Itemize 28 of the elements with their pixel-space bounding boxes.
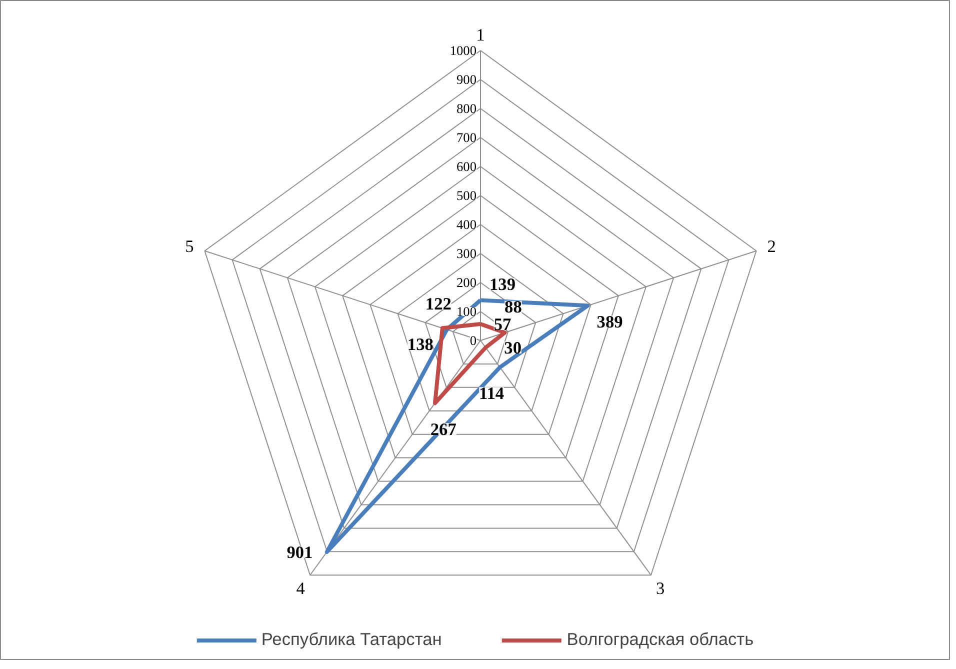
y-tick-label: 400	[456, 217, 477, 232]
spoke-label: 3	[656, 579, 665, 598]
y-tick-label: 0	[470, 333, 477, 348]
data-label: 30	[504, 338, 522, 358]
legend-label: Волгоградская область	[566, 629, 754, 650]
y-tick-label: 200	[456, 275, 477, 290]
y-tick-label: 1000	[450, 43, 477, 58]
spoke-label: 2	[767, 236, 776, 256]
data-label: 139	[490, 275, 516, 294]
legend-label: Республика Татарстан	[261, 629, 442, 650]
y-tick-label: 900	[456, 72, 477, 87]
y-tick-label: 700	[456, 130, 477, 145]
y-tick-label: 300	[456, 246, 477, 261]
spoke-label: 4	[296, 579, 306, 598]
spoke-label: 1	[476, 26, 485, 44]
data-label: 138	[407, 335, 434, 354]
data-label: 57	[494, 314, 512, 334]
data-label: 114	[479, 384, 504, 404]
data-label: 389	[596, 312, 624, 332]
y-tick-label: 800	[456, 101, 477, 116]
y-tick-label: 100	[456, 304, 477, 319]
data-label: 901	[286, 542, 313, 562]
y-tick-label: 500	[456, 188, 477, 203]
spoke-label: 5	[185, 236, 194, 256]
data-label: 267	[430, 420, 457, 440]
data-label: 122	[425, 294, 452, 314]
y-tick-label: 600	[456, 159, 477, 174]
data-label: 88	[504, 298, 522, 317]
